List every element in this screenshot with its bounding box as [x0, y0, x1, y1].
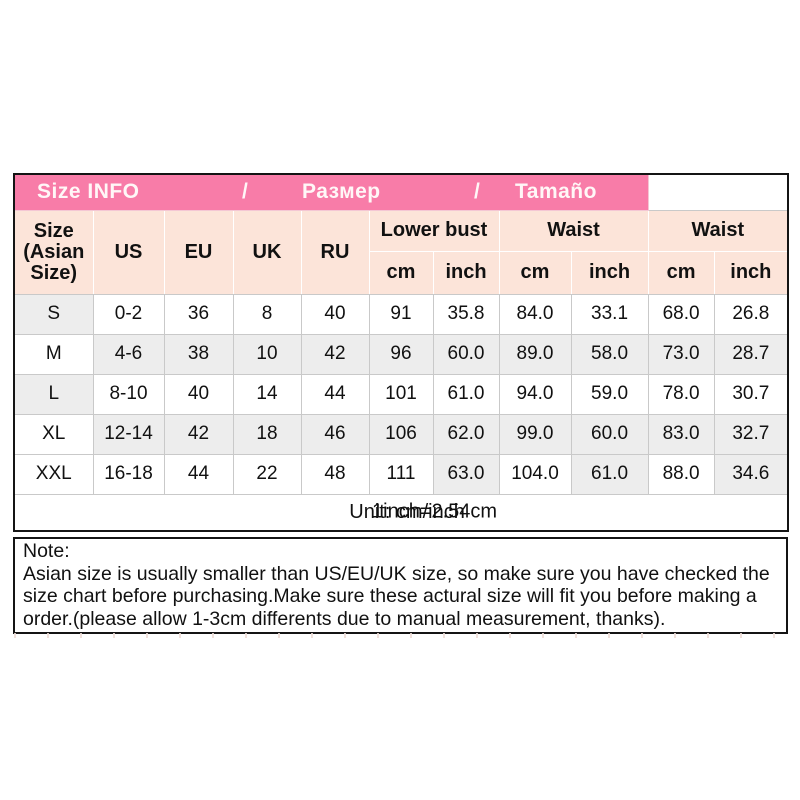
header-inch: inch [432, 250, 500, 295]
header-lower-bust: Lower bust [368, 209, 500, 252]
data-cell: 22 [232, 453, 302, 495]
header-inch: inch [713, 250, 789, 295]
data-cell: 0-2 [92, 293, 165, 335]
data-cell: 62.0 [432, 413, 500, 455]
data-cell: 8 [232, 293, 302, 335]
data-cell: 91 [368, 293, 434, 335]
data-cell: 28.7 [713, 333, 789, 375]
header-cm: cm [368, 250, 434, 295]
header-waist-2: Waist [647, 209, 789, 252]
data-cell: 101 [368, 373, 434, 415]
header-us: US [92, 209, 165, 295]
header-cm: cm [647, 250, 715, 295]
size-cell: L [13, 373, 94, 415]
title-size-info: Size INFO [37, 180, 140, 204]
note-line: order.(please allow 1-3cm differents due… [23, 607, 666, 630]
data-cell: 73.0 [647, 333, 715, 375]
unit-header-row: cm inch cm inch cm inch [14, 250, 789, 295]
data-cell: 40 [163, 373, 234, 415]
note-line: size chart before purchasing.Make sure t… [23, 585, 757, 607]
note-heading: Note: [23, 540, 70, 562]
conversion-label: 1inch=2.54cm [372, 500, 498, 523]
data-cell: 10 [232, 333, 302, 375]
header-size-asian: Size (Asian Size) [13, 209, 94, 295]
header-eu: EU [163, 209, 234, 295]
data-cell: 83.0 [647, 413, 715, 455]
data-cell: 60.0 [432, 333, 500, 375]
data-cell: 30.7 [713, 373, 789, 415]
data-cell: 88.0 [647, 453, 715, 495]
data-cell: 4-6 [92, 333, 165, 375]
data-cell: 58.0 [570, 333, 649, 375]
data-cell: 94.0 [498, 373, 572, 415]
data-cell: 111 [368, 453, 434, 495]
data-cell: 61.0 [570, 453, 649, 495]
data-cell: 48 [300, 453, 370, 495]
data-cell: 42 [163, 413, 234, 455]
data-cell: 26.8 [713, 293, 789, 335]
data-cell: 14 [232, 373, 302, 415]
size-cell: S [13, 293, 94, 335]
header-ru: RU [300, 209, 370, 295]
size-cell: M [13, 333, 94, 375]
data-cell: 68.0 [647, 293, 715, 335]
table-row-s: S 0-2 36 8 40 91 35.8 84.0 33.1 68.0 26.… [13, 293, 789, 335]
size-table: Size INFO / Размер / Tamaño Size (Asian … [13, 173, 790, 532]
data-cell: 84.0 [498, 293, 572, 335]
note-line: Asian size is usually smaller than US/EU… [23, 562, 770, 585]
title-separator: / [474, 180, 481, 204]
data-cell: 38 [163, 333, 234, 375]
data-cell: 33.1 [570, 293, 649, 335]
data-cell: 99.0 [498, 413, 572, 455]
table-row-xxl: XXL 16-18 44 22 48 111 63.0 104.0 61.0 8… [13, 453, 789, 495]
data-cell: 46 [300, 413, 370, 455]
data-cell: 16-18 [92, 453, 165, 495]
data-cell: 106 [368, 413, 434, 455]
data-cell: 18 [232, 413, 302, 455]
data-cell: 12-14 [92, 413, 165, 455]
data-cell: 63.0 [432, 453, 500, 495]
unit-label: Unit: cm/inch [349, 500, 465, 523]
header-cm: cm [498, 250, 572, 295]
size-cell: XL [13, 413, 94, 455]
data-cell: 44 [300, 373, 370, 415]
data-cell: 35.8 [432, 293, 500, 335]
data-cell: 78.0 [647, 373, 715, 415]
table-row-m: M 4-6 38 10 42 96 60.0 89.0 58.0 73.0 28… [13, 333, 789, 375]
data-cell: 34.6 [713, 453, 789, 495]
size-cell: XXL [13, 453, 94, 495]
data-cell: 36 [163, 293, 234, 335]
note-box: Note: Asian size is usually smaller than… [13, 537, 788, 634]
data-cell: 60.0 [570, 413, 649, 455]
cropped-next-row [14, 633, 787, 638]
table-row-l: L 8-10 40 14 44 101 61.0 94.0 59.0 78.0 … [13, 373, 789, 415]
data-cell: 32.7 [713, 413, 789, 455]
title-separator: / [242, 180, 249, 204]
table-row-xl: XL 12-14 42 18 46 106 62.0 99.0 60.0 83.… [13, 413, 789, 455]
data-cell: 40 [300, 293, 370, 335]
data-cell: 89.0 [498, 333, 572, 375]
title-row: Size INFO / Размер / Tamaño [13, 173, 789, 211]
header-waist-1: Waist [498, 209, 649, 252]
data-cell: 42 [300, 333, 370, 375]
data-cell: 104.0 [498, 453, 572, 495]
data-cell: 8-10 [92, 373, 165, 415]
group-header-row: Size (Asian Size) US EU UK RU Lower bust… [13, 209, 789, 295]
header-inch: inch [570, 250, 649, 295]
data-cell: 61.0 [432, 373, 500, 415]
title-banner: Size INFO / Размер / Tamaño [13, 173, 649, 211]
footer-row: Unit: cm/inch 1inch=2.54cm [13, 493, 789, 532]
title-empty-cell [647, 174, 789, 211]
data-cell: 59.0 [570, 373, 649, 415]
header-uk: UK [232, 209, 302, 295]
unit-footer-cell: Unit: cm/inch 1inch=2.54cm [13, 493, 789, 532]
data-cell: 96 [368, 333, 434, 375]
data-cell: 44 [163, 453, 234, 495]
title-razmer: Размер [302, 180, 381, 204]
title-tamano: Tamaño [515, 180, 597, 204]
